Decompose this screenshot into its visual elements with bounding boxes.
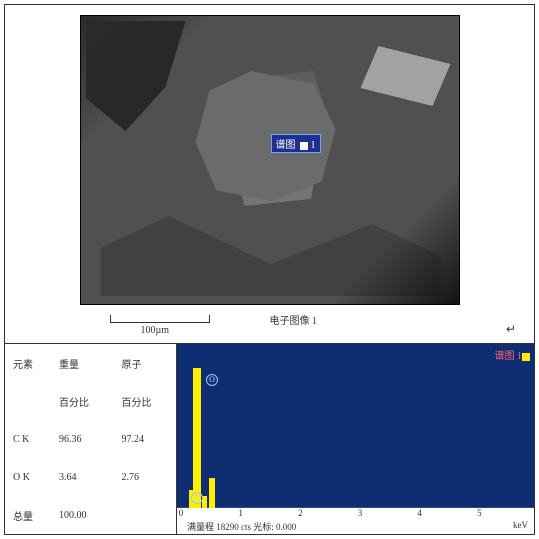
axis-tick: 0: [179, 508, 184, 518]
col-header-atomic: 原子: [114, 344, 177, 382]
spectrum-status-text: 满量程 18290 cts 光标: 0.000: [187, 520, 296, 533]
cell-atomic: 97.24: [114, 420, 177, 458]
spectrum-roi-marker[interactable]: 谱图 1: [271, 134, 321, 153]
axis-tick: 4: [417, 508, 422, 518]
element-marker: C: [191, 492, 203, 504]
sem-caption-bar: 100µm 电子图像 1: [80, 305, 460, 333]
scale-bar-label: 100µm: [141, 325, 170, 336]
cell-total-label: 总量: [5, 496, 51, 534]
col-subheader-weight: 百分比: [51, 382, 113, 420]
axis-tick: 2: [298, 508, 303, 518]
roi-box-icon: [300, 142, 308, 150]
cell-element: O K: [5, 458, 51, 496]
sem-image: 谱图 1: [80, 15, 460, 305]
spectrum-unit: keV: [513, 520, 528, 530]
col-subheader-atomic: 百分比: [114, 382, 177, 420]
table-total-row: 总量 100.00: [5, 496, 176, 534]
spectrum-x-axis: 满量程 18290 cts 光标: 0.000 keV 0123456: [177, 508, 534, 534]
spectrum-peak: [193, 368, 201, 508]
legend-color-icon: [522, 353, 530, 361]
scale-bar: 100µm: [110, 315, 210, 323]
table-row: C K 96.36 97.24: [5, 420, 176, 458]
figure-frame: 谱图 1 100µm 电子图像 1 ↵ 元素 重量 原子: [4, 4, 535, 535]
sem-caption: 电子图像 1: [270, 312, 318, 327]
table-subheader-row: 百分比 百分比: [5, 382, 176, 420]
composition-table: 元素 重量 原子 百分比 百分比 C K 96.36 97.24 O K 3.6…: [5, 344, 177, 534]
cell-atomic: 2.76: [114, 458, 177, 496]
cell-total-weight: 100.00: [51, 496, 113, 534]
sem-image-wrap: 谱图 1 100µm 电子图像 1: [80, 15, 460, 333]
spectrum-peak: [209, 478, 215, 508]
spectrum-plot[interactable]: 谱图 1 满量程 18290 cts 光标: 0.000 keV 0123456…: [177, 344, 534, 534]
table-row: O K 3.64 2.76: [5, 458, 176, 496]
spectrum-roi-number: 1: [311, 140, 316, 151]
cell-weight: 3.64: [51, 458, 113, 496]
line-break-glyph: ↵: [506, 322, 516, 337]
col-header-weight: 重量: [51, 344, 113, 382]
axis-tick: 3: [358, 508, 363, 518]
spectrum-panel: 谱图 1 满量程 18290 cts 光标: 0.000 keV 0123456…: [177, 344, 534, 534]
bottom-row: 元素 重量 原子 百分比 百分比 C K 96.36 97.24 O K 3.6…: [5, 343, 534, 534]
axis-tick: 1: [238, 508, 243, 518]
element-marker: O: [206, 374, 218, 386]
spectrum-peak: [202, 496, 207, 508]
cell-element: C K: [5, 420, 51, 458]
cell-weight: 96.36: [51, 420, 113, 458]
col-header-element: 元素: [5, 344, 51, 382]
axis-tick: 5: [477, 508, 482, 518]
spectrum-legend: 谱图 1: [495, 347, 531, 362]
spectrum-roi-label: 谱图: [276, 140, 296, 151]
table-header-row: 元素 重量 原子: [5, 344, 176, 382]
sem-image-panel: 谱图 1 100µm 电子图像 1 ↵: [5, 5, 534, 343]
